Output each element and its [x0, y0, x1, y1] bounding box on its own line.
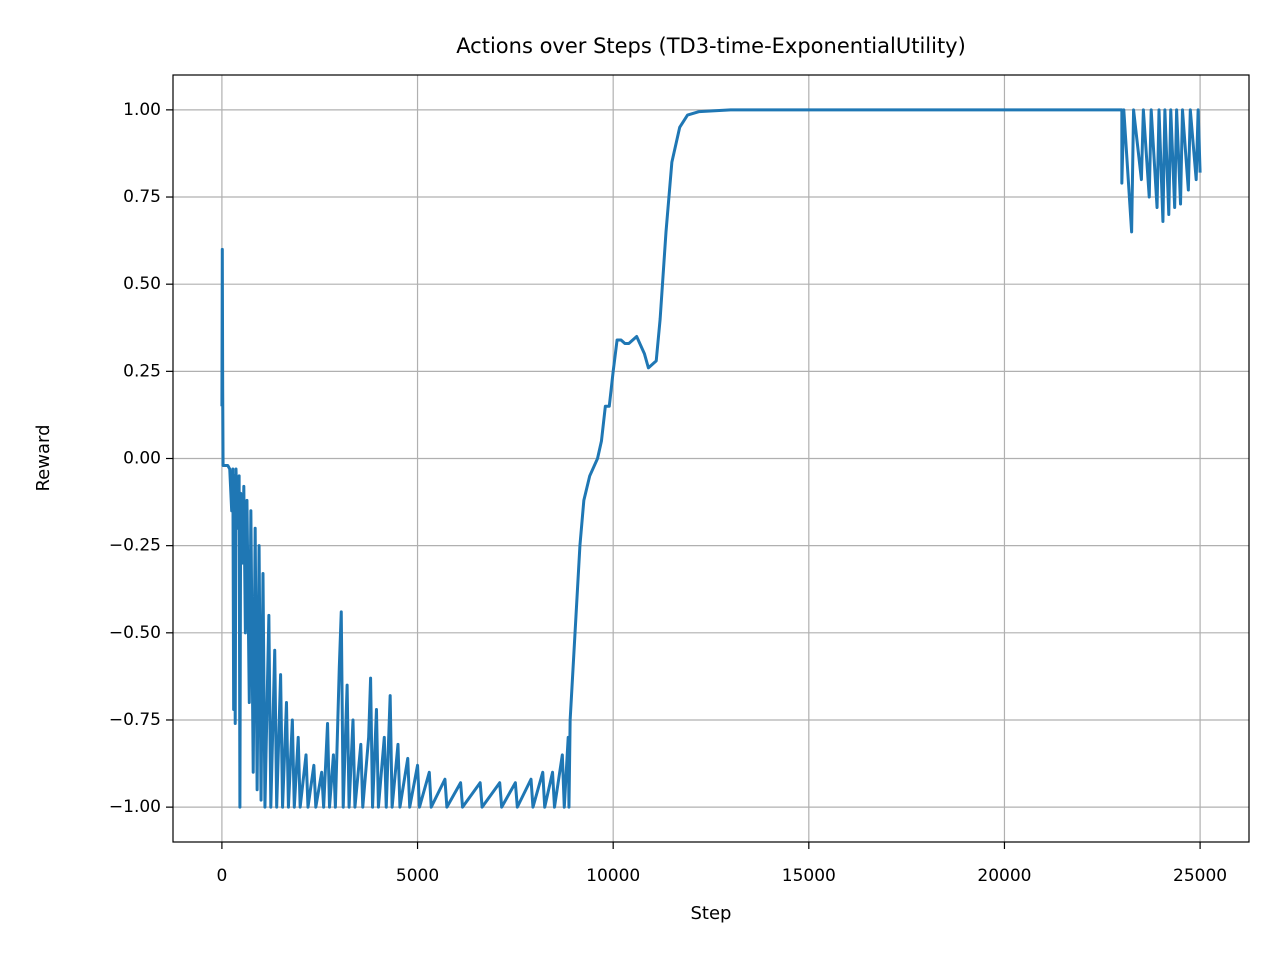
plot-frame: [172, 74, 1250, 843]
x-tick-label: 0: [216, 866, 227, 886]
x-tick-label: 5000: [396, 866, 439, 886]
y-tick-label: 0.50: [123, 274, 161, 294]
chart-title: Actions over Steps (TD3-time-Exponential…: [456, 34, 966, 58]
y-tick-label: 0.25: [123, 361, 161, 381]
x-axis-label: Step: [691, 903, 732, 924]
y-tick-label: 0.75: [123, 187, 161, 207]
x-tick-label: 20000: [977, 866, 1031, 886]
data-line: [220, 108, 1202, 809]
y-tick-label: −0.75: [109, 710, 161, 730]
y-axis-label: Reward: [33, 424, 54, 491]
y-tick-label: 0.00: [123, 449, 161, 469]
x-tick-label: 25000: [1173, 866, 1227, 886]
x-tick-label: 10000: [586, 866, 640, 886]
y-tick-label: 1.00: [123, 100, 161, 120]
y-tick-label: −0.50: [109, 623, 161, 643]
y-tick-label: −1.00: [109, 797, 161, 817]
y-tick-label: −0.25: [109, 536, 161, 556]
x-tick-label: 15000: [782, 866, 836, 886]
